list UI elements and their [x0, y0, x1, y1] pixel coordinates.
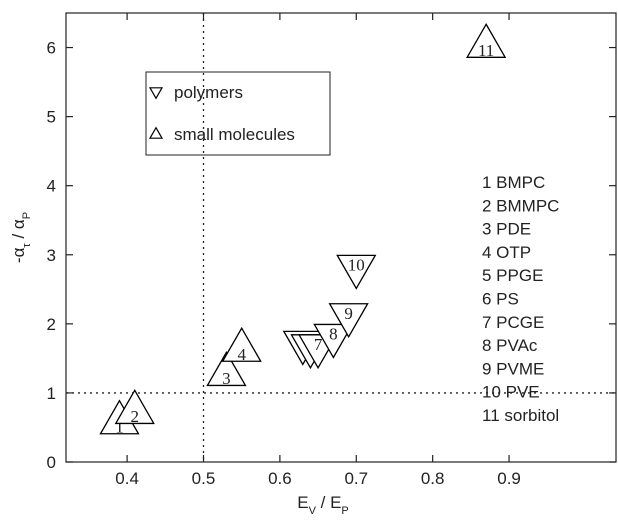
y-tick-label: 2 — [47, 315, 56, 334]
y-axis-label-part: P — [21, 212, 33, 219]
data-point — [328, 303, 369, 339]
point-label: 3 — [222, 369, 231, 388]
annotation: 10 PVE — [482, 383, 540, 402]
legend-marker — [148, 87, 164, 100]
x-axis-label-part: V — [309, 505, 317, 517]
point-label: 8 — [329, 325, 338, 344]
annotation: 7 PCGE — [482, 313, 544, 332]
y-tick-label: 6 — [47, 39, 56, 58]
annotation: 1 BMPC — [482, 173, 545, 192]
legend-marker — [148, 126, 164, 139]
y-axis-label-part: τ — [21, 243, 33, 248]
point-label: 2 — [131, 407, 140, 426]
point-label: 4 — [237, 345, 246, 364]
annotation: 9 PVME — [482, 359, 544, 378]
annotation: 3 PDE — [482, 220, 531, 239]
point-label: 11 — [478, 41, 494, 60]
x-tick-label: 0.9 — [497, 469, 521, 488]
x-tick-label: 0.4 — [115, 469, 139, 488]
annotation: 5 PPGE — [482, 266, 543, 285]
y-axis-label: -ατ / αP — [9, 212, 33, 263]
annotation: 2 BMMPC — [482, 196, 559, 215]
legend-label: polymers — [174, 83, 243, 102]
x-axis-label-part: / E — [316, 493, 342, 512]
x-axis-label-part: E — [297, 493, 308, 512]
x-tick-label: 0.8 — [421, 469, 445, 488]
x-axis-label-part: P — [341, 505, 348, 517]
x-tick-label: 0.6 — [268, 469, 292, 488]
point-label: 10 — [348, 256, 365, 275]
data-point — [206, 351, 247, 387]
data-point — [466, 22, 507, 58]
annotation: 6 PS — [482, 290, 519, 309]
point-label: 9 — [344, 304, 353, 323]
x-tick-label: 0.7 — [344, 469, 368, 488]
y-tick-label: 0 — [47, 453, 56, 472]
legend-box — [145, 71, 331, 156]
plot-frame — [65, 12, 617, 463]
annotation: 8 PVAc — [482, 336, 538, 355]
data-point — [114, 389, 155, 425]
data-point — [221, 326, 262, 362]
y-tick-label: 4 — [47, 177, 56, 196]
legend-label: small molecules — [174, 125, 295, 144]
y-axis-label-part: / α — [9, 219, 28, 243]
y-axis-label-part: -α — [9, 247, 28, 263]
y-tick-label: 5 — [47, 108, 56, 127]
y-tick-label: 1 — [47, 384, 56, 403]
annotation: 4 OTP — [482, 243, 531, 262]
point-label: 1 — [115, 418, 124, 437]
data-point — [336, 254, 377, 290]
y-tick-label: 3 — [47, 246, 56, 265]
data-point — [313, 323, 354, 359]
annotation: 11 sorbitol — [482, 406, 559, 425]
point-label: 7 — [314, 335, 323, 354]
x-axis-label: EV / EP — [297, 493, 349, 517]
x-tick-label: 0.5 — [192, 469, 216, 488]
